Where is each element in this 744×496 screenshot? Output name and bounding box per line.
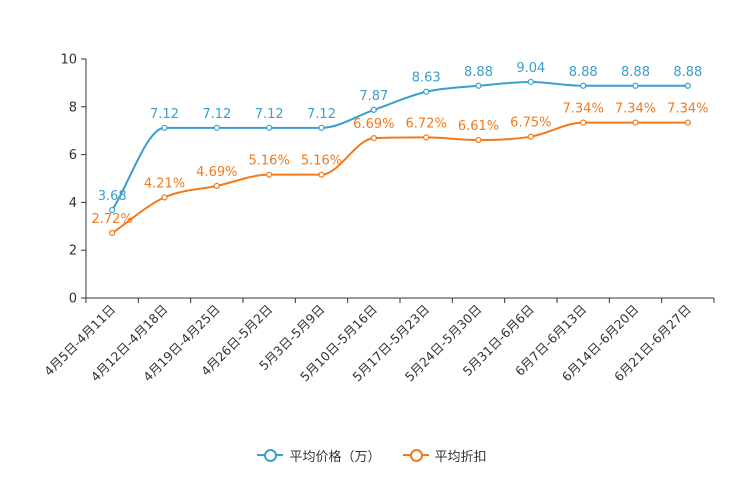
series-0-point[interactable] (527, 78, 534, 86)
data-labels: 3.68 7.12 7.12 7.12 7.12 7.87 8.63 8.88 9.04 8.88… (92, 61, 709, 227)
series-1-data-label: 6.75% (510, 116, 551, 131)
series-1-point[interactable] (161, 194, 168, 201)
legend-swatch-avg-price-icon (257, 448, 284, 462)
legend-item-avg-discount[interactable]: 平均折扣 (402, 446, 487, 465)
series-0-data-label: 8.88 (673, 65, 702, 80)
series-0-point[interactable] (161, 124, 168, 131)
legend: 平均价格（万） 平均折扣 (0, 444, 744, 466)
series-1-data-label: 4.69% (196, 165, 237, 180)
series-0-point[interactable] (370, 106, 377, 114)
series-0-data-label: 7.12 (255, 107, 284, 122)
series-1-point[interactable] (109, 229, 116, 237)
series-1-data-label: 6.72% (406, 116, 447, 131)
series-1-point[interactable] (632, 119, 639, 126)
series-0-data-label: 8.88 (621, 65, 650, 80)
y-tick-label: 0 (69, 292, 77, 307)
series-1-point[interactable] (370, 135, 377, 142)
legend-swatch-avg-discount-icon (402, 448, 429, 462)
series-1-point[interactable] (318, 171, 325, 178)
series-0-data-label: 7.12 (150, 107, 179, 122)
series-0-point[interactable] (684, 82, 691, 89)
legend-item-avg-price[interactable]: 平均价格（万） (257, 446, 381, 465)
legend-label-avg-discount: 平均折扣 (434, 449, 487, 465)
series-0-data-label: 7.12 (307, 107, 336, 122)
y-tick-label: 2 (69, 244, 77, 259)
series-0-point[interactable] (632, 82, 639, 89)
y-tick-label: 8 (69, 100, 77, 115)
series-0-data-label: 8.88 (464, 65, 493, 80)
series-0-point[interactable] (266, 124, 273, 131)
legend-label-avg-price: 平均价格（万） (289, 449, 381, 465)
y-tick-label: 4 (69, 196, 77, 211)
series-1-data-label: 6.69% (353, 117, 394, 132)
series-0-point[interactable] (580, 82, 587, 89)
series-1-point[interactable] (423, 134, 430, 141)
series-0-point[interactable] (213, 124, 220, 131)
series-0-point[interactable] (475, 82, 482, 89)
series-1-point[interactable] (213, 182, 220, 190)
series-1-point[interactable] (580, 119, 587, 126)
series-line-1 (111, 121, 688, 234)
series-0-data-label: 8.88 (569, 65, 598, 80)
series-0-data-label: 7.87 (359, 89, 388, 104)
series-1-point[interactable] (684, 119, 691, 126)
series-1-data-label: 7.34% (563, 102, 604, 117)
series-0-data-label: 3.68 (98, 189, 127, 204)
series-1-data-label: 5.16% (301, 154, 342, 169)
series-1-data-label: 5.16% (249, 154, 290, 169)
series-0-point[interactable] (109, 206, 116, 214)
series-1-data-label: 2.72% (92, 212, 133, 227)
series-0-point[interactable] (423, 88, 430, 95)
series-0-data-label: 9.04 (516, 61, 545, 76)
series-0-data-label: 7.12 (202, 107, 231, 122)
series-layer (109, 78, 691, 237)
series-1-data-label: 4.21% (144, 176, 185, 191)
series-0-data-label: 8.63 (412, 71, 441, 86)
series-1-data-label: 7.34% (667, 102, 708, 117)
y-tick-label: 10 (60, 53, 77, 68)
series-0-point[interactable] (318, 124, 325, 131)
series-1-point[interactable] (527, 133, 534, 140)
series-1-point[interactable] (266, 171, 273, 178)
y-tick-label: 6 (69, 148, 77, 163)
series-1-point[interactable] (475, 136, 482, 144)
series-1-data-label: 7.34% (615, 102, 656, 117)
series-1-data-label: 6.61% (458, 119, 499, 134)
